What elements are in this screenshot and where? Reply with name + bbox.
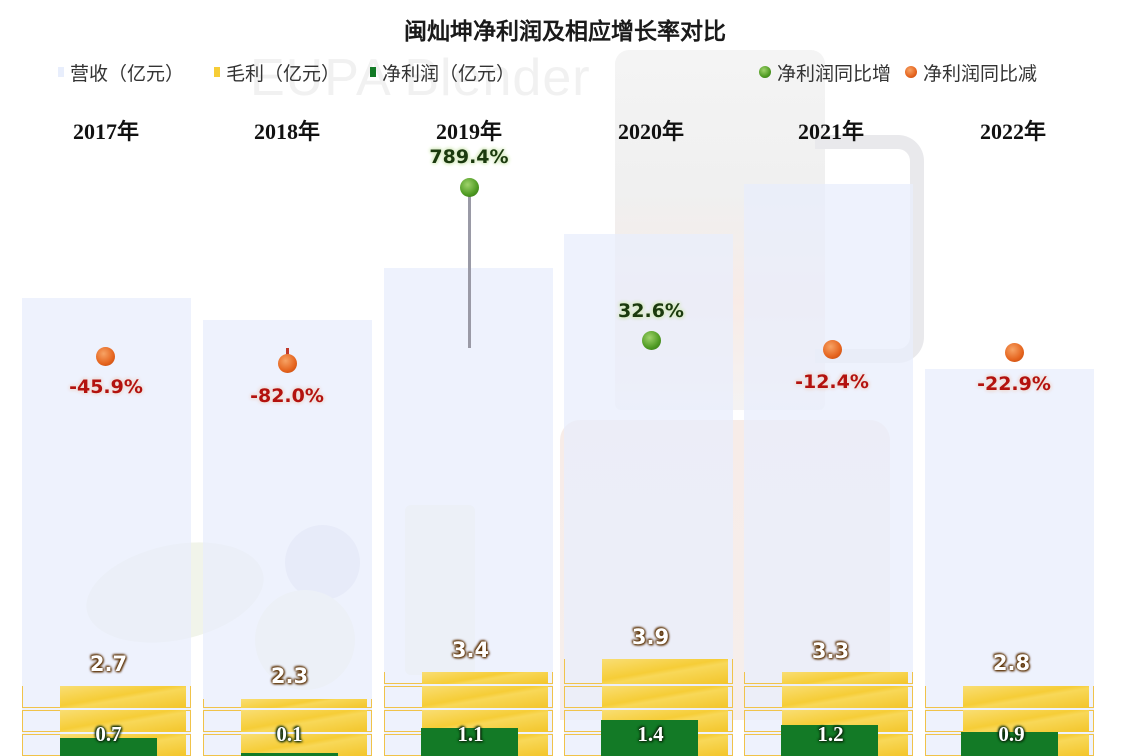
net-profit-bar-2019 — [421, 728, 518, 756]
net-value-label: 0.1 — [276, 722, 303, 746]
revenue-bar-2021 — [744, 184, 913, 756]
legend-item-decrease: 净利润同比减 — [905, 59, 1037, 86]
decrease-marker-icon — [1005, 343, 1024, 362]
revenue-bar-2018 — [203, 320, 372, 756]
year-label: 2019年 — [435, 119, 502, 144]
decrease-marker-icon — [823, 340, 842, 359]
green-dot-icon — [759, 66, 771, 78]
net-profit-bar-2017 — [60, 738, 157, 756]
legend-label: 净利润（亿元） — [382, 62, 516, 85]
gross-value-label: 3.9 — [631, 625, 670, 649]
gross-value-label: 3.4 — [451, 638, 490, 662]
increase-marker-icon — [460, 178, 479, 197]
growth-rate-label: 789.4% — [429, 146, 509, 168]
net-value-label: 0.7 — [95, 722, 122, 746]
legend-item-increase: 净利润同比增 — [759, 59, 891, 86]
orange-dot-icon — [905, 66, 918, 78]
growth-rate-label: -45.9% — [69, 376, 143, 398]
year-label: 2022年 — [979, 119, 1046, 144]
year-label: 2021年 — [797, 119, 864, 144]
legend-left: 营收（亿元） 毛利（亿元） 净利润（亿元） — [58, 59, 545, 86]
growth-rate-label: -12.4% — [795, 371, 869, 393]
year-label: 2017年 — [72, 119, 139, 144]
growth-rate-label: -22.9% — [977, 373, 1051, 395]
watermark-text: EUPA Blender — [250, 49, 591, 107]
legend-label: 营收（亿元） — [70, 62, 185, 85]
net-profit-bar-2020 — [601, 720, 698, 756]
increase-marker-icon — [642, 331, 661, 350]
gross-value-label: 2.8 — [992, 651, 1031, 675]
net-profit-bar-2022 — [961, 732, 1058, 756]
legend-item-gross: 毛利（亿元） — [214, 59, 340, 86]
net-value-label: 1.4 — [637, 722, 664, 746]
net-profit-bar-2021 — [781, 725, 878, 756]
net-value-label: 1.2 — [817, 722, 844, 746]
gross-swatch-icon — [214, 67, 221, 77]
legend-item-net: 净利润（亿元） — [370, 59, 515, 86]
legend-label: 毛利（亿元） — [226, 62, 341, 85]
gross-value-label: 2.3 — [270, 664, 309, 688]
legend-right: 净利润同比增 净利润同比减 — [759, 59, 1067, 86]
legend-label: 净利润同比增 — [777, 62, 892, 85]
legend-label: 净利润同比减 — [923, 62, 1038, 85]
net-swatch-icon — [370, 67, 377, 77]
growth-rate-label: -82.0% — [250, 385, 324, 407]
decrease-marker-icon — [96, 347, 115, 366]
net-value-label: 1.1 — [457, 722, 484, 746]
growth-rate-label: 32.6% — [618, 300, 684, 322]
net-value-label: 0.9 — [998, 722, 1025, 746]
increase-stem — [468, 190, 471, 348]
year-label: 2020年 — [617, 119, 684, 144]
net-profit-bar-2018 — [241, 753, 338, 756]
year-label: 2018年 — [253, 119, 320, 144]
decrease-stem — [286, 348, 289, 358]
revenue-bar-2017 — [22, 298, 191, 756]
gross-value-label: 3.3 — [811, 639, 850, 663]
gross-value-label: 2.7 — [89, 652, 128, 676]
chart-title: 闽灿坤净利润及相应增长率对比 — [404, 18, 726, 45]
revenue-swatch-icon — [58, 67, 64, 77]
decrease-marker-icon — [278, 354, 297, 373]
legend-item-revenue: 营收（亿元） — [58, 59, 184, 86]
